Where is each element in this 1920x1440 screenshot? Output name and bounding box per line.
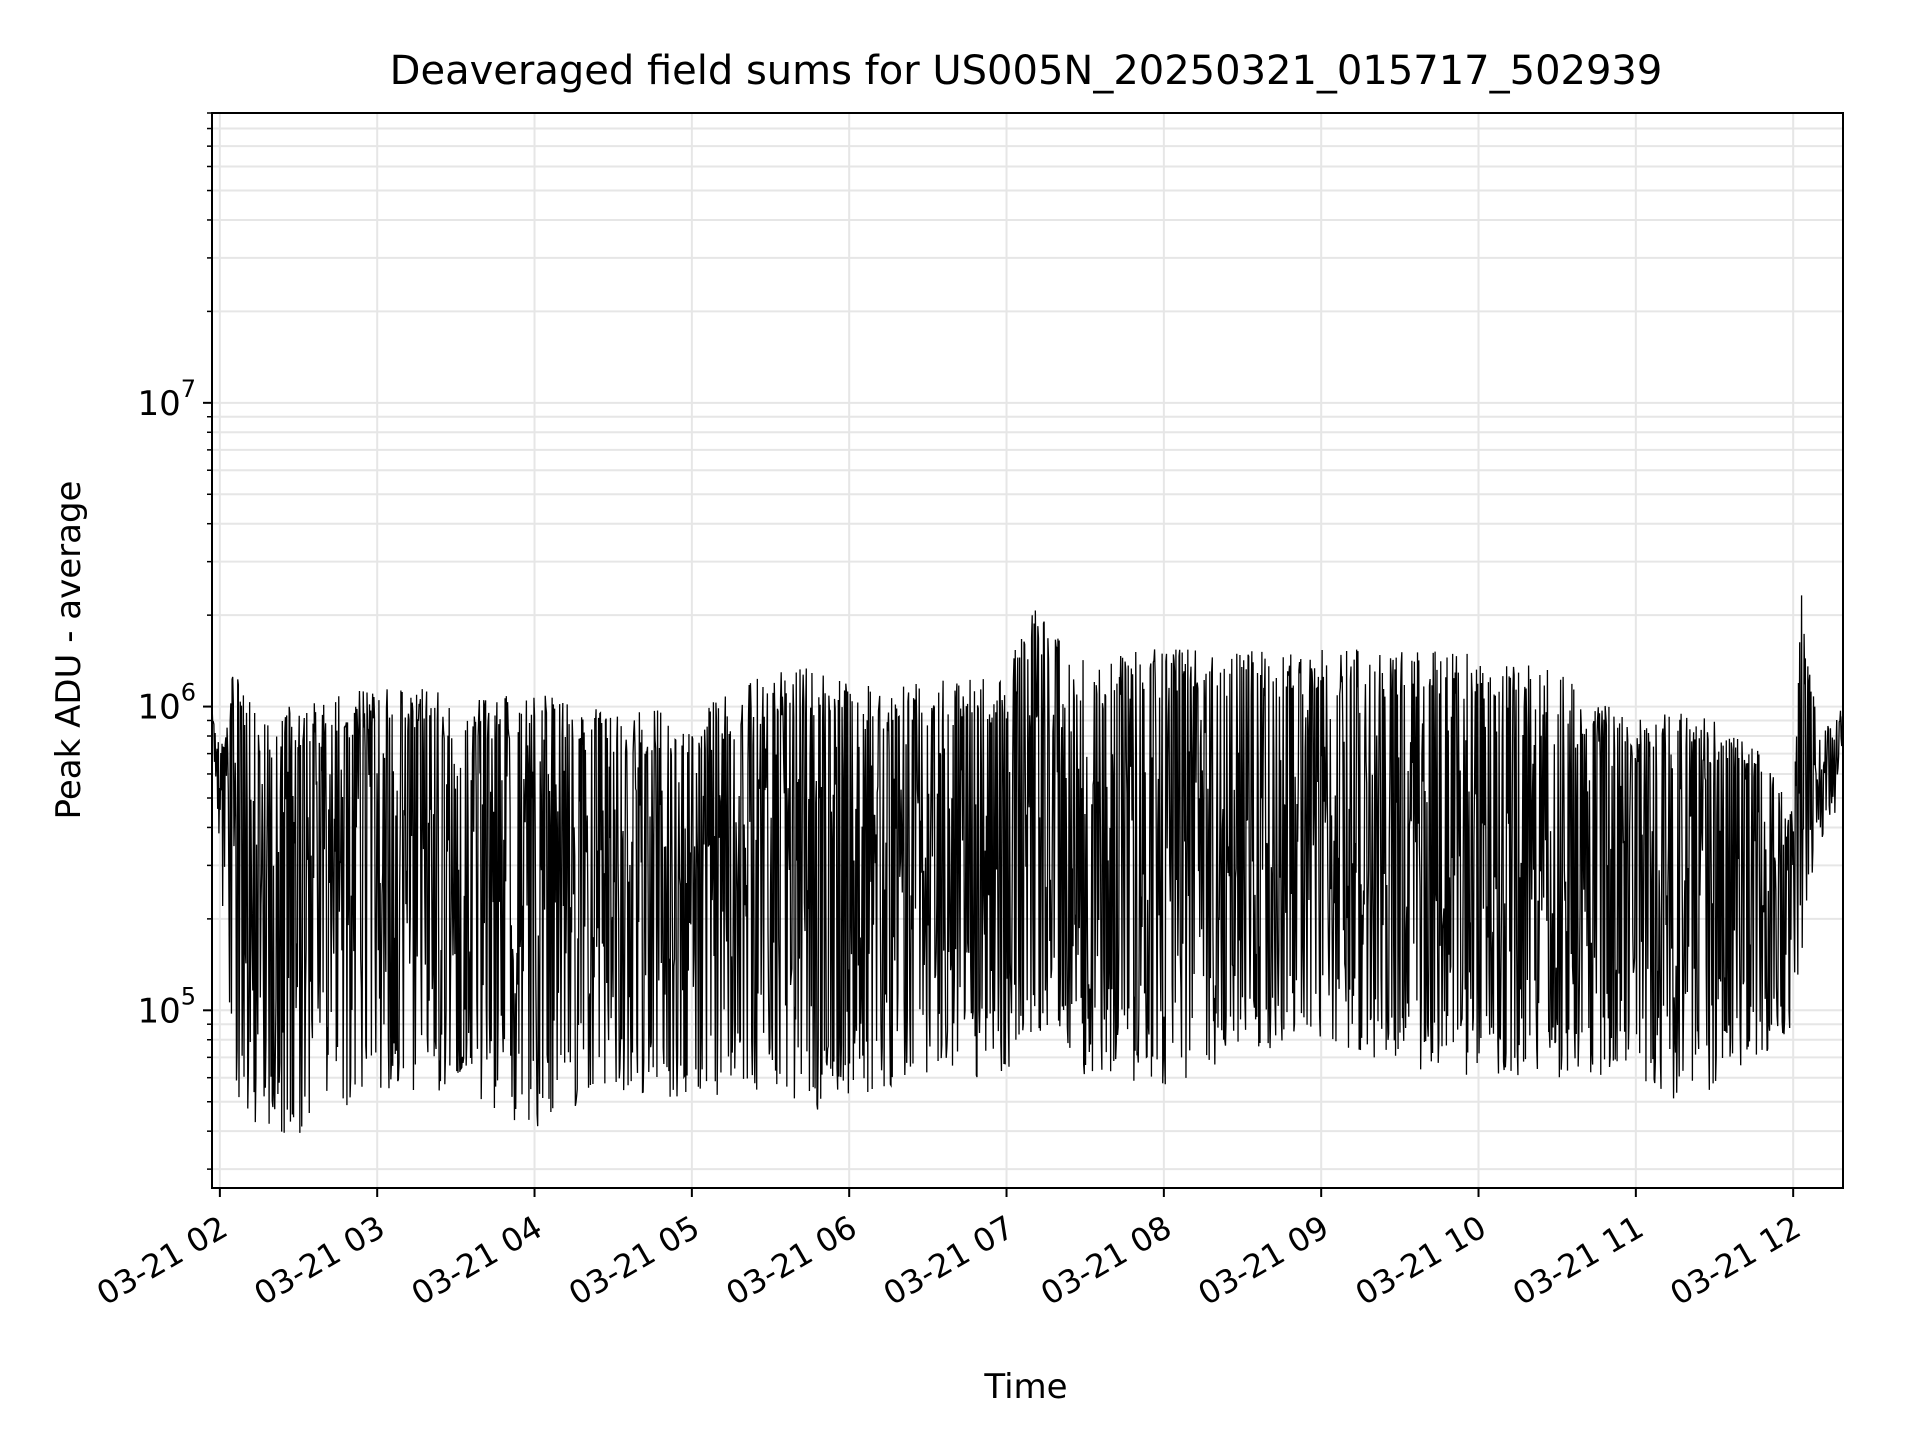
y-axis: 105 106 107 xyxy=(137,112,212,1170)
y-tick-label: 106 xyxy=(137,679,196,728)
y-tick-label: 105 xyxy=(137,982,196,1031)
series-line xyxy=(211,595,1844,1133)
chart-title: Deaveraged field sums for US005N_2025032… xyxy=(390,48,1663,94)
x-axis-label: Time xyxy=(983,1367,1067,1407)
y-axis-label: Peak ADU - average xyxy=(49,481,89,820)
y-tick-label: 107 xyxy=(137,375,196,424)
series-line-path xyxy=(211,595,1844,1133)
plot-frame xyxy=(211,112,1844,1189)
